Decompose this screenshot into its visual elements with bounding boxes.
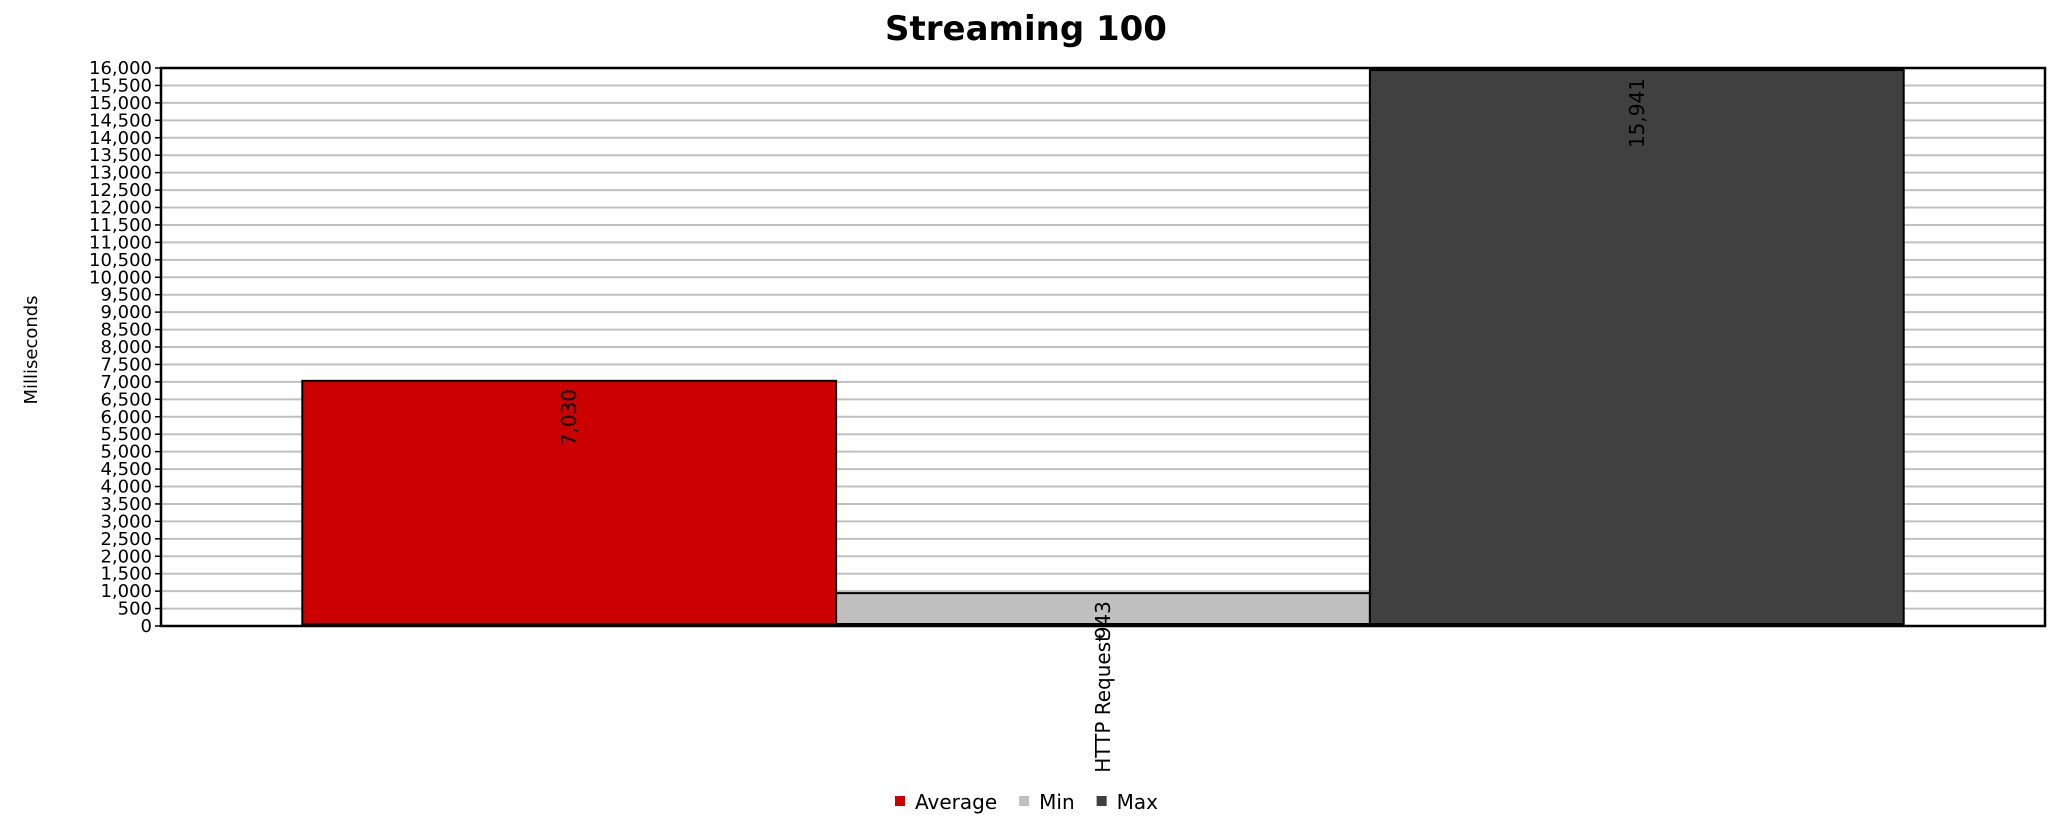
y-tick-label: 6,500 (100, 389, 152, 410)
bars (301, 69, 1905, 626)
y-tick-label: 5,500 (100, 424, 152, 445)
y-tick-label: 14,500 (89, 110, 152, 131)
y-tick-label: 2,500 (100, 529, 152, 550)
data-labels: 7,030 943 15,941 (557, 78, 1649, 639)
data-label-min: 943 (1091, 601, 1115, 639)
y-tick-label: 8,500 (100, 320, 152, 341)
y-tick-label: 10,000 (89, 267, 152, 288)
y-tick-label: 10,500 (89, 250, 152, 271)
y-tick-label: 2,000 (100, 546, 152, 567)
y-tick-label: 5,000 (100, 442, 152, 463)
y-tick-label: 13,000 (89, 163, 152, 184)
y-tick-label: 11,000 (89, 232, 152, 253)
bar-max (1368, 69, 1905, 626)
y-tick-label: 15,000 (89, 93, 152, 114)
y-tick-label: 15,500 (89, 75, 152, 96)
legend-swatch-min (1019, 796, 1030, 806)
legend-label-min: Min (1039, 790, 1075, 814)
y-tick-label: 3,500 (100, 494, 152, 515)
y-tick-label: 12,500 (89, 180, 152, 201)
x-category-label: HTTP Request (1091, 634, 1115, 773)
x-axis-labels: HTTP Request (1091, 634, 1115, 773)
y-tick-label: 6,000 (100, 407, 152, 428)
y-tick-label: 12,000 (89, 198, 152, 219)
y-tick-label: 0 (141, 616, 152, 637)
y-tick-label: 4,000 (100, 477, 152, 498)
y-tick-label: 11,500 (89, 215, 152, 236)
y-tick-label: 14,000 (89, 128, 152, 149)
bar-min (835, 592, 1371, 625)
legend-swatch-average (895, 796, 905, 806)
chart-title: Streaming 100 (885, 9, 1167, 49)
y-tick-label: 4,500 (100, 459, 152, 480)
y-tick-label: 7,500 (100, 354, 152, 375)
legend-label-average: Average (915, 790, 997, 814)
y-tick-label: 8,000 (100, 337, 152, 358)
legend-label-max: Max (1117, 790, 1159, 814)
y-tick-label: 9,000 (100, 302, 152, 323)
plot-frame (159, 66, 2047, 628)
data-label-max: 15,941 (1625, 78, 1649, 148)
y-tick-label: 7,000 (100, 372, 152, 393)
legend-swatch-max (1096, 796, 1107, 806)
legend: Average Min Max (895, 790, 1158, 814)
y-axis-label: Milliseconds (21, 295, 42, 404)
y-tick-label: 3,000 (100, 511, 152, 532)
y-tick-label: 9,500 (100, 285, 152, 306)
y-tick-label: 16,000 (89, 58, 152, 79)
bar-average (301, 379, 838, 625)
y-tick-label: 1,500 (100, 564, 152, 585)
y-tick-label: 13,500 (89, 145, 152, 166)
y-tick-label: 1,000 (100, 581, 152, 602)
data-label-average: 7,030 (557, 389, 581, 446)
y-tick-label: 500 (118, 599, 152, 620)
y-axis-ticks: 05001,0001,5002,0002,5003,0003,5004,0004… (89, 58, 161, 637)
